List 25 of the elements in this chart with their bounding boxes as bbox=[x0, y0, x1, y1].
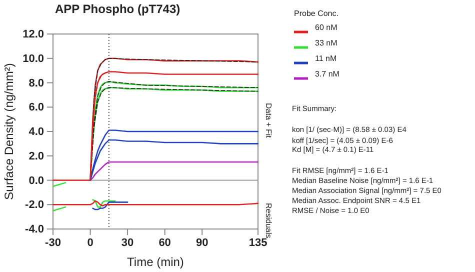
y-tick-label: 4.0 bbox=[28, 126, 44, 138]
y-tick-label: -2.0 bbox=[25, 199, 44, 212]
legend-label: 3.7 nM bbox=[315, 70, 340, 78]
text: Data + Fit bbox=[264, 103, 273, 139]
y-tick-label: 12.0 bbox=[22, 28, 44, 41]
y-tick-label: -4.0 bbox=[25, 224, 44, 236]
chart-title: APP Phospho (pT743) bbox=[55, 2, 180, 16]
legend-label: 60 nM bbox=[315, 23, 338, 32]
legend-title: Probe Conc. bbox=[294, 9, 338, 18]
legend-label: 33 nM bbox=[315, 38, 338, 48]
y-tick-label: 0.0 bbox=[28, 174, 44, 187]
x-tick-label: 135 bbox=[248, 236, 268, 249]
x-tick-label: 60 bbox=[158, 236, 171, 249]
text: Residuals bbox=[264, 203, 273, 238]
x-axis-title: Time (min) bbox=[127, 255, 184, 269]
x-tick-label: 0 bbox=[87, 236, 94, 249]
x-tick-label: 30 bbox=[121, 236, 134, 249]
legend-label: 11 nM bbox=[315, 54, 337, 63]
y-axis-title: Surface Density (ng/mm²) bbox=[2, 63, 16, 200]
y-tick-label: 8.0 bbox=[28, 77, 44, 90]
x-tick-label: 90 bbox=[196, 236, 208, 249]
x-tick-label: -30 bbox=[45, 236, 61, 249]
y-tick-label: 6.0 bbox=[28, 102, 44, 114]
y-tick-label: 10.0 bbox=[22, 52, 44, 65]
y-tick-label: 2.0 bbox=[28, 150, 44, 162]
